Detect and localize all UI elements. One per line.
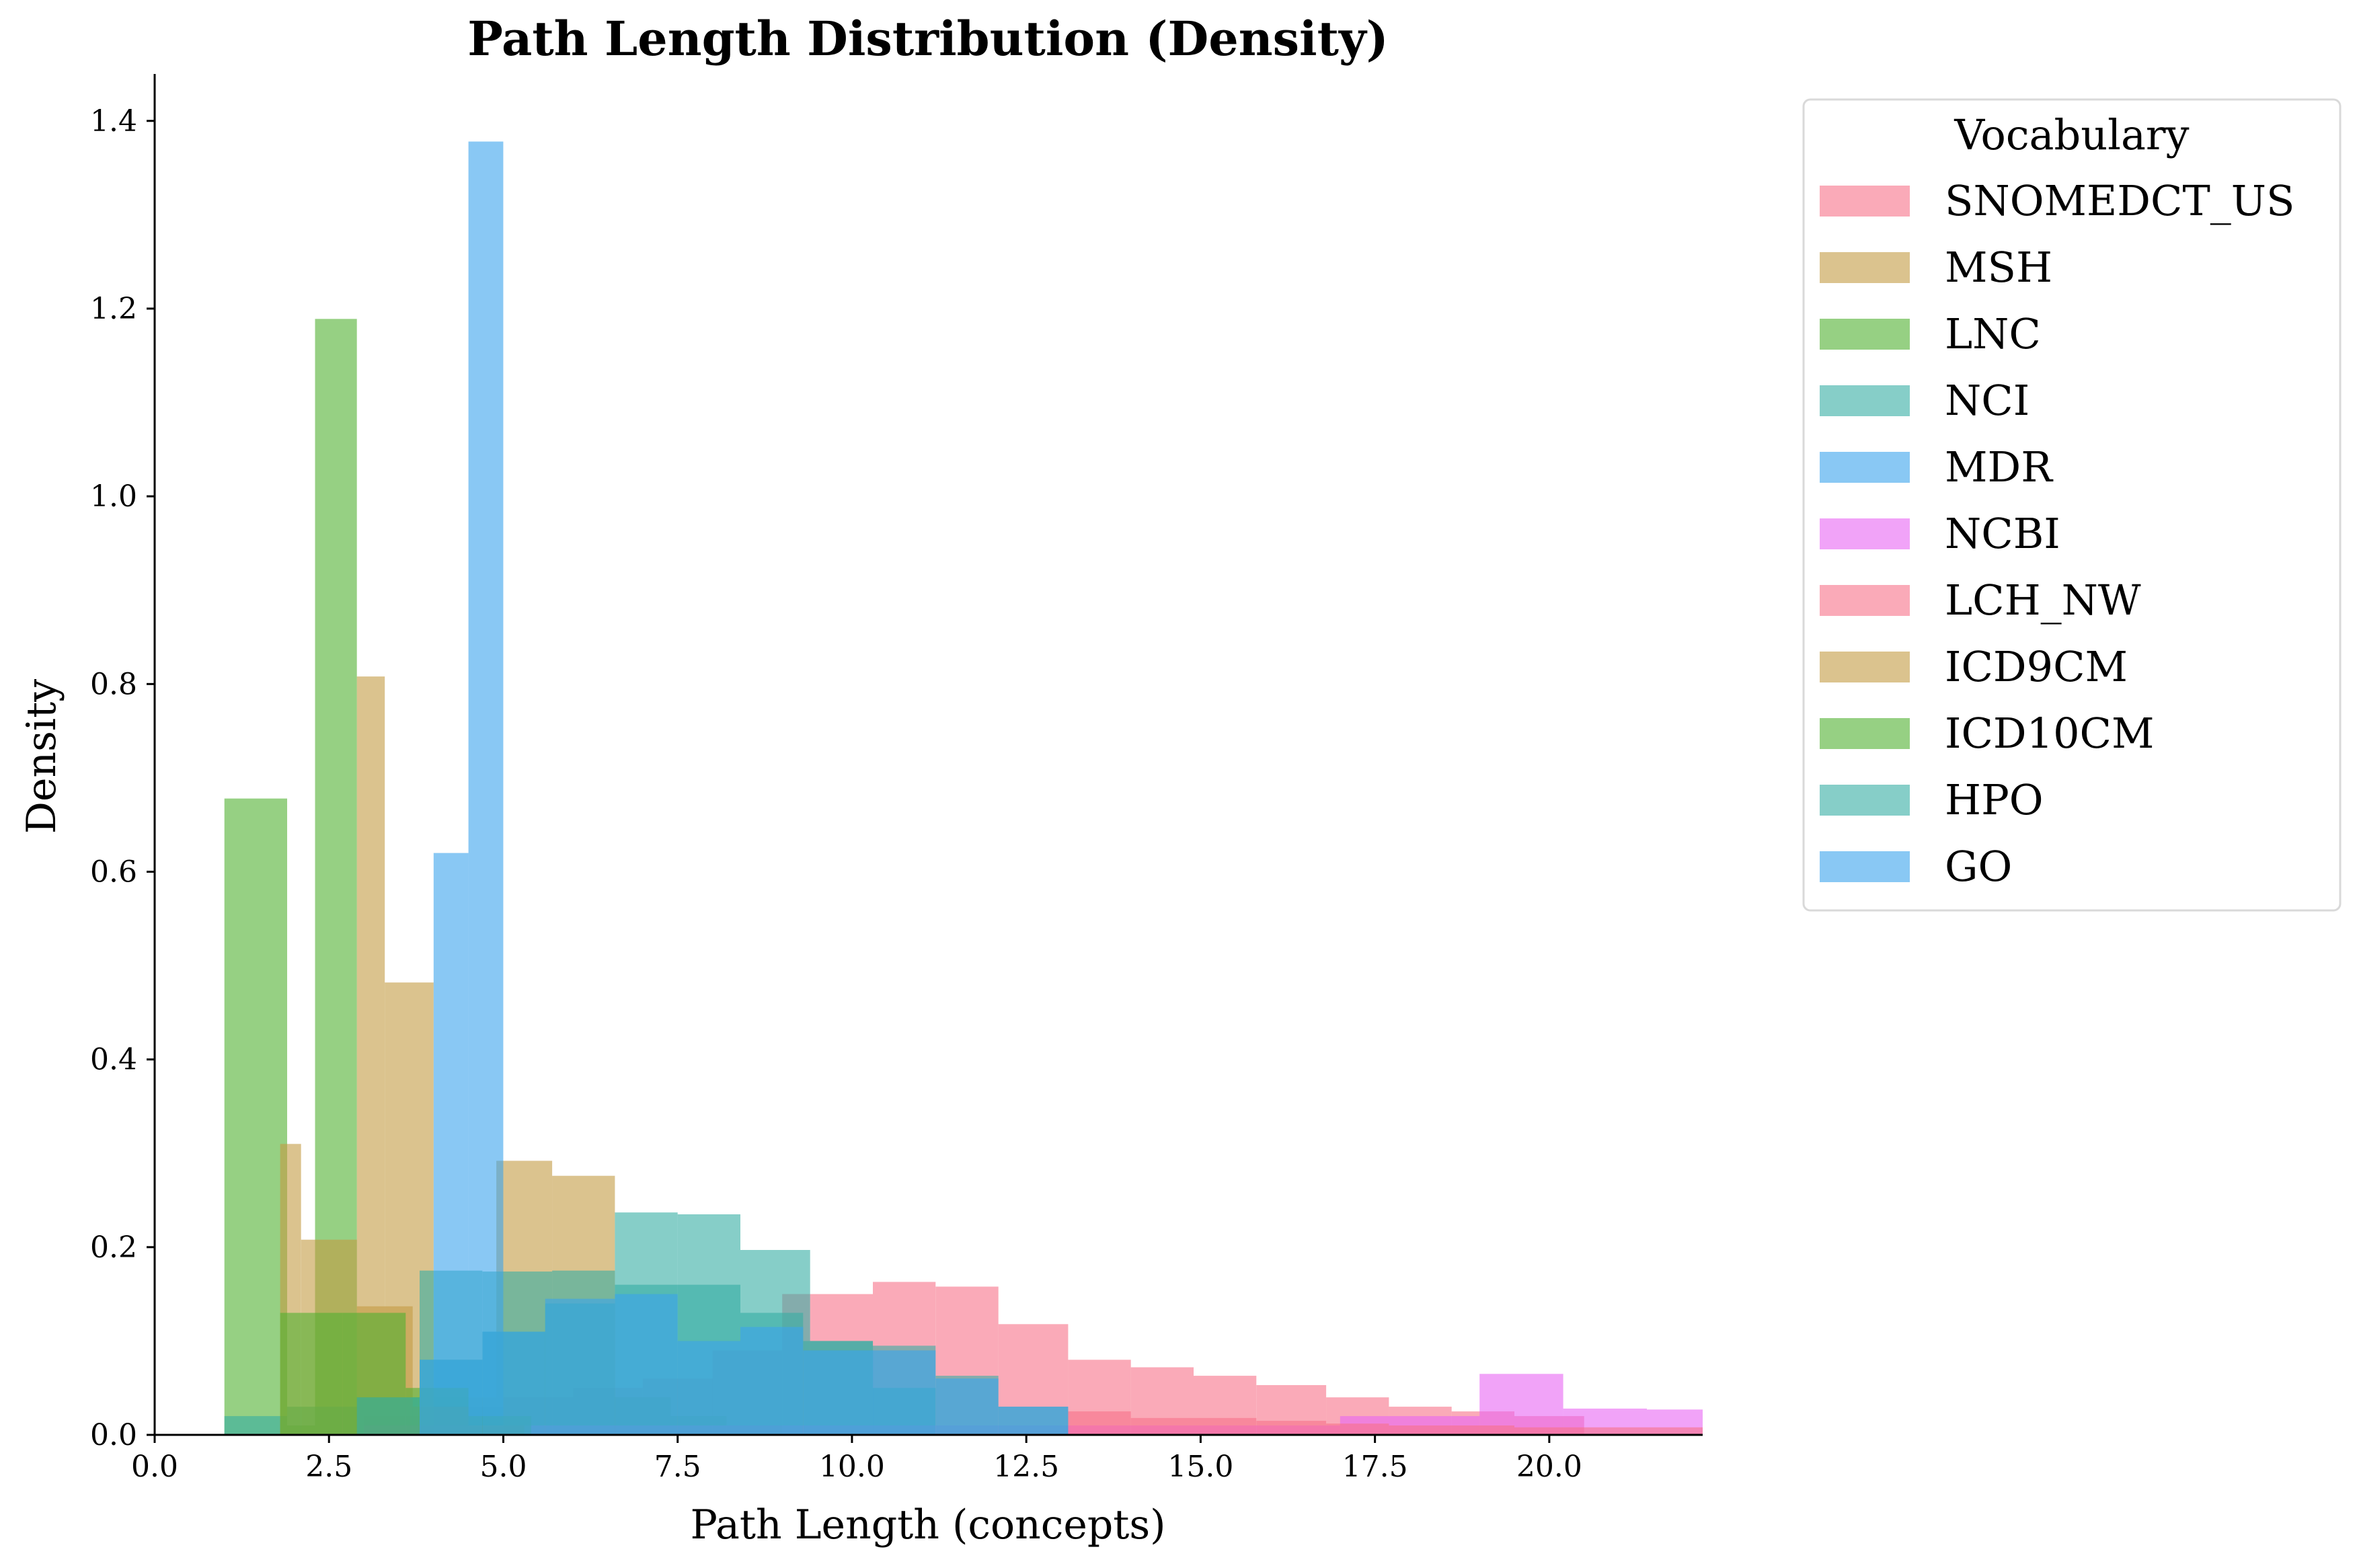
legend-swatch <box>1820 718 1910 749</box>
legend-label: HPO <box>1945 775 2044 824</box>
legend-label: LNC <box>1945 309 2041 358</box>
legend-swatch <box>1820 652 1910 682</box>
legend-label: NCI <box>1945 376 2029 425</box>
bar <box>433 853 469 1435</box>
y-ticks: 0.0 0.2 0.4 0.6 0.8 1.0 1.2 1.4 <box>90 104 155 1452</box>
series-mdr <box>433 141 504 1435</box>
x-tick-label: 5.0 <box>479 1450 527 1484</box>
legend-swatch <box>1820 319 1910 350</box>
series-go <box>420 1294 1069 1435</box>
bar <box>803 1350 874 1435</box>
legend-label: MSH <box>1945 243 2052 292</box>
y-tick-label: 1.4 <box>90 104 137 139</box>
y-tick-label: 0.4 <box>90 1043 137 1077</box>
x-tick-label: 2.5 <box>305 1450 352 1484</box>
bar <box>224 1416 287 1435</box>
bar <box>356 1397 420 1435</box>
legend: Vocabulary SNOMEDCT_US MSH LNC NCI MDR NCBI LC… <box>1802 98 2342 912</box>
legend-swatch <box>1820 452 1910 483</box>
bar <box>1514 1427 1703 1435</box>
x-axis-label: Path Length (concepts) <box>690 1501 1165 1549</box>
series-lnc <box>224 319 357 1435</box>
bar <box>935 1378 999 1435</box>
x-tick-label: 7.5 <box>654 1450 701 1484</box>
x-tick-label: 15.0 <box>1167 1450 1233 1484</box>
bar <box>998 1407 1069 1435</box>
legend-frame <box>1802 98 2342 912</box>
series-lch-nw <box>1068 1411 1703 1435</box>
bar <box>1479 1374 1563 1435</box>
legend-label: GO <box>1945 842 2012 891</box>
bar <box>224 798 287 1435</box>
legend-swatch <box>1820 518 1910 549</box>
y-tick-label: 0.6 <box>90 855 137 889</box>
bar <box>468 141 504 1435</box>
y-axis-label: Density <box>18 679 65 834</box>
legend-title: Vocabulary <box>1954 110 2189 159</box>
histogram-bars <box>224 141 1703 1435</box>
bar <box>420 1360 483 1435</box>
axes <box>153 74 1703 1436</box>
y-tick-label: 1.0 <box>90 479 137 514</box>
y-tick-label: 0.2 <box>90 1230 137 1265</box>
legend-label: SNOMEDCT_US <box>1945 176 2295 225</box>
legend-swatch <box>1820 585 1910 616</box>
legend-label: LCH_NW <box>1945 576 2141 625</box>
y-tick-label: 0.0 <box>90 1418 137 1452</box>
legend-swatch <box>1820 186 1910 217</box>
bar <box>615 1294 678 1435</box>
legend-label: ICD10CM <box>1945 709 2154 758</box>
bar <box>873 1350 936 1435</box>
bar <box>740 1327 804 1435</box>
bar <box>1326 1423 1389 1435</box>
bar <box>1130 1417 1257 1435</box>
legend-swatch <box>1820 785 1910 816</box>
bar <box>482 1331 545 1435</box>
legend-label: NCBI <box>1945 509 2060 558</box>
bar <box>545 1298 615 1435</box>
y-tick-label: 1.2 <box>90 292 137 326</box>
legend-label: MDR <box>1945 442 2054 492</box>
x-tick-label: 20.0 <box>1516 1450 1582 1484</box>
legend-items: SNOMEDCT_US MSH LNC NCI MDR NCBI LCH_NW ICD9CM I… <box>1820 176 2295 891</box>
bar <box>280 1312 343 1435</box>
x-tick-label: 17.5 <box>1342 1450 1408 1484</box>
legend-swatch <box>1820 252 1910 283</box>
x-tick-label: 0.0 <box>131 1450 178 1484</box>
legend-swatch <box>1820 385 1910 416</box>
legend-swatch <box>1820 851 1910 882</box>
chart-title: Path Length Distribution (Density) <box>467 11 1389 67</box>
x-ticks: 0.0 2.5 5.0 7.5 10.0 12.5 15.0 17.5 20.0 <box>131 1435 1582 1484</box>
bar <box>1256 1421 1327 1435</box>
x-tick-label: 12.5 <box>993 1450 1059 1484</box>
y-tick-label: 0.8 <box>90 667 137 701</box>
x-tick-label: 10.0 <box>819 1450 885 1484</box>
bar <box>1389 1425 1514 1435</box>
bar <box>677 1341 740 1435</box>
legend-label: ICD9CM <box>1945 642 2128 691</box>
bar <box>1068 1411 1131 1435</box>
